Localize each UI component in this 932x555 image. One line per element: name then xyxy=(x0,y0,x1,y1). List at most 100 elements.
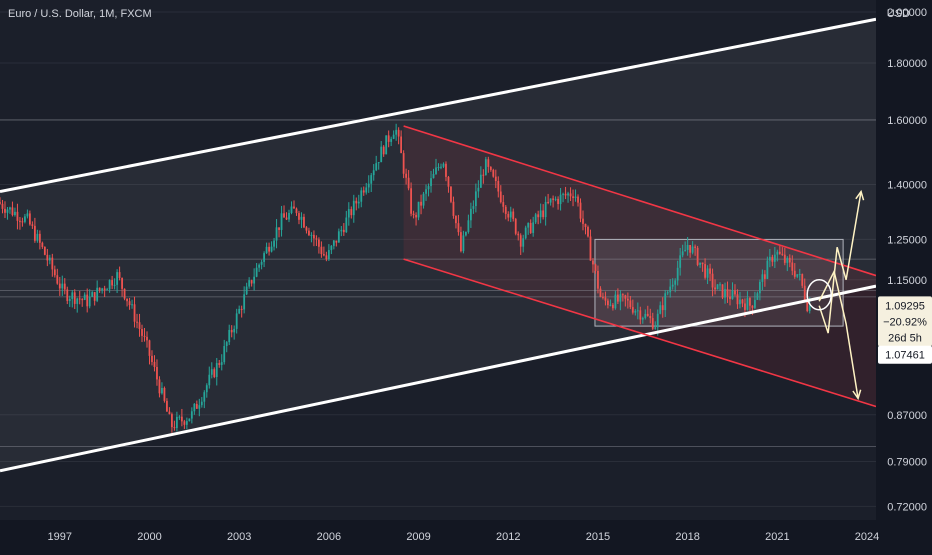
candle-body xyxy=(250,280,253,284)
candle-body xyxy=(761,274,764,282)
candle-body xyxy=(746,298,749,310)
candle-body xyxy=(582,218,584,224)
candle-body xyxy=(220,362,223,365)
candle-body xyxy=(487,159,490,167)
candle-body xyxy=(445,163,447,177)
price-tick-label: 1.15000 xyxy=(887,275,927,287)
candle-body xyxy=(791,262,794,271)
candle-body xyxy=(16,211,19,221)
candle-body xyxy=(188,418,191,422)
descending-channel-upper-line xyxy=(403,125,877,277)
candle-body xyxy=(205,385,208,393)
candle-body xyxy=(308,230,310,236)
candle-body xyxy=(726,289,729,297)
candle-body xyxy=(557,198,559,205)
candle-body xyxy=(415,215,417,218)
candle-body xyxy=(547,201,550,203)
candle-body xyxy=(171,414,173,428)
candle-body xyxy=(332,240,335,246)
candle-body xyxy=(178,416,181,418)
candle-body xyxy=(729,296,731,299)
candle-body xyxy=(604,297,607,301)
candle-body xyxy=(679,255,682,268)
candle-body xyxy=(512,211,515,219)
candle-body xyxy=(223,346,226,363)
candle-body xyxy=(43,246,46,255)
candle-body xyxy=(126,298,128,302)
candle-body xyxy=(305,227,308,231)
candle-body xyxy=(514,218,517,234)
candle-body xyxy=(298,213,300,220)
candle-body xyxy=(161,387,163,394)
candle-body xyxy=(696,247,699,265)
candle-body xyxy=(285,217,288,220)
candle-body xyxy=(440,166,442,168)
candle-body xyxy=(4,208,6,213)
ascending-channel-fill xyxy=(0,19,876,471)
candle-body xyxy=(357,201,360,204)
price-tick-label: 1.25000 xyxy=(887,234,927,246)
candle-body xyxy=(776,251,779,255)
candle-body xyxy=(492,169,495,177)
candle-body xyxy=(529,223,532,233)
candle-body xyxy=(497,181,500,192)
candle-body xyxy=(649,315,652,319)
candle-body xyxy=(507,213,510,218)
candle-body xyxy=(676,267,679,281)
candle-body xyxy=(569,193,572,197)
price-tick-label: 1.80000 xyxy=(887,58,927,70)
projection-down-path xyxy=(818,269,859,399)
candle-body xyxy=(612,304,614,309)
candle-body xyxy=(103,288,106,291)
candle-body xyxy=(245,286,248,295)
candle-body xyxy=(584,223,587,228)
candle-body xyxy=(621,294,624,296)
candle-body xyxy=(400,136,403,154)
candle-body xyxy=(539,210,542,218)
candle-body xyxy=(567,193,569,196)
candle-body xyxy=(168,411,171,415)
candle-body xyxy=(724,289,726,298)
candle-body xyxy=(128,301,131,306)
candle-body xyxy=(641,317,644,320)
candle-body xyxy=(218,363,221,365)
candle-body xyxy=(21,221,24,223)
candle-body xyxy=(273,240,275,247)
candle-body xyxy=(118,272,121,279)
candle-body xyxy=(76,298,79,304)
candle-body xyxy=(163,387,166,401)
candle-body xyxy=(283,213,285,218)
candle-body xyxy=(564,193,567,196)
time-tick-label: 2021 xyxy=(765,531,789,543)
candle-body xyxy=(499,191,502,203)
candle-body xyxy=(180,416,183,422)
candle-body xyxy=(327,250,330,260)
candle-body xyxy=(270,246,273,252)
candle-body xyxy=(260,261,263,265)
candle-body xyxy=(744,303,746,310)
candle-body xyxy=(81,299,84,301)
candle-body xyxy=(303,216,305,228)
candle-body xyxy=(594,264,597,271)
candle-body xyxy=(255,267,258,277)
candle-body xyxy=(502,202,505,207)
candle-body xyxy=(377,162,380,164)
candles-group xyxy=(0,123,811,433)
candle-body xyxy=(783,254,786,263)
candle-body xyxy=(38,233,41,243)
candle-body xyxy=(781,253,784,255)
candle-body xyxy=(19,220,21,222)
candle-body xyxy=(803,285,806,301)
candle-body xyxy=(519,235,522,247)
candle-body xyxy=(435,167,437,174)
candle-body xyxy=(798,274,801,276)
candle-body xyxy=(111,280,114,286)
time-tick-label: 2018 xyxy=(675,531,699,543)
candle-body xyxy=(28,213,31,225)
candle-body xyxy=(417,201,420,218)
candle-body xyxy=(268,246,270,252)
candle-body xyxy=(778,251,781,254)
candle-body xyxy=(190,411,193,419)
